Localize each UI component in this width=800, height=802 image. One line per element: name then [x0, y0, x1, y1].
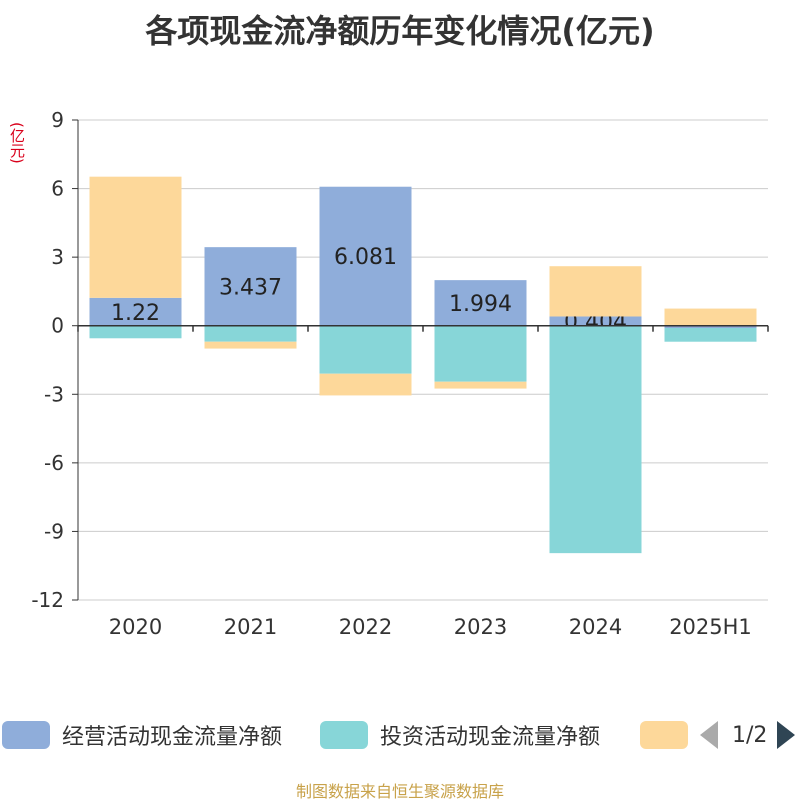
- bar-chart: 9630-3-6-9-121.223.4376.0811.9940.404202…: [31, 108, 769, 639]
- bar-segment: [434, 381, 527, 389]
- chart-legend: 经营活动现金流量净额 投资活动现金流量净额 1/2: [0, 712, 800, 756]
- bar-value-label: 1.22: [111, 301, 160, 326]
- x-category-label: 2025H1: [669, 615, 752, 639]
- y-tick-label: -3: [44, 382, 64, 406]
- x-category-label: 2022: [339, 615, 392, 639]
- legend-pager: 1/2: [700, 718, 796, 752]
- bar-segment: [89, 325, 182, 339]
- bar-segment: [549, 316, 642, 326]
- bar-value-label: 3.437: [219, 275, 282, 300]
- legend-item-operating[interactable]: 经营活动现金流量净额: [2, 718, 282, 752]
- bar-segment: [319, 373, 412, 396]
- bar-segment: [204, 341, 297, 349]
- bar-segment: [89, 297, 182, 326]
- bar-segment: [434, 280, 527, 326]
- bar-segment: [664, 328, 757, 342]
- y-tick-label: 6: [51, 177, 64, 201]
- bar-segment: [89, 176, 182, 298]
- legend-next-page-icon[interactable]: [777, 721, 796, 749]
- legend-label-investing: 投资活动现金流量净额: [380, 725, 601, 750]
- x-category-label: 2024: [569, 615, 622, 639]
- legend-prev-page-icon[interactable]: [700, 721, 718, 749]
- bar-segment: [664, 308, 757, 326]
- bar-segment: [434, 325, 527, 382]
- y-tick-label: -6: [44, 451, 64, 475]
- x-category-label: 2021: [224, 615, 277, 639]
- legend-swatch-operating: [2, 721, 50, 749]
- x-category-label: 2020: [109, 615, 162, 639]
- y-tick-label: 3: [51, 245, 64, 269]
- legend-item-third[interactable]: [640, 718, 688, 752]
- bar-segment: [319, 186, 412, 326]
- legend-swatch-investing: [320, 721, 368, 749]
- data-source-note: 制图数据来自恒生聚源数据库: [295, 782, 504, 801]
- bar-value-label: 6.081: [334, 245, 397, 270]
- bar-segment: [204, 325, 297, 342]
- y-tick-label: 9: [51, 108, 64, 132]
- bar-segment: [319, 325, 412, 374]
- legend-page-indicator: 1/2: [732, 722, 768, 748]
- x-category-label: 2023: [454, 615, 507, 639]
- y-tick-label: -12: [31, 588, 64, 612]
- y-tick-label: -9: [44, 519, 64, 543]
- legend-swatch-third: [640, 721, 688, 749]
- legend-item-investing[interactable]: 投资活动现金流量净额: [320, 718, 600, 752]
- y-axis-unit-label: (亿元): [8, 122, 26, 164]
- bar-segment: [549, 325, 642, 554]
- bar-segment: [204, 247, 297, 326]
- bar-value-label: 1.994: [449, 292, 512, 317]
- legend-label-operating: 经营活动现金流量净额: [62, 725, 283, 750]
- chart-title: 各项现金流净额历年变化情况(亿元): [145, 12, 655, 50]
- bar-segment: [664, 325, 757, 328]
- bar-segment: [549, 266, 642, 317]
- y-tick-label: 0: [51, 314, 64, 338]
